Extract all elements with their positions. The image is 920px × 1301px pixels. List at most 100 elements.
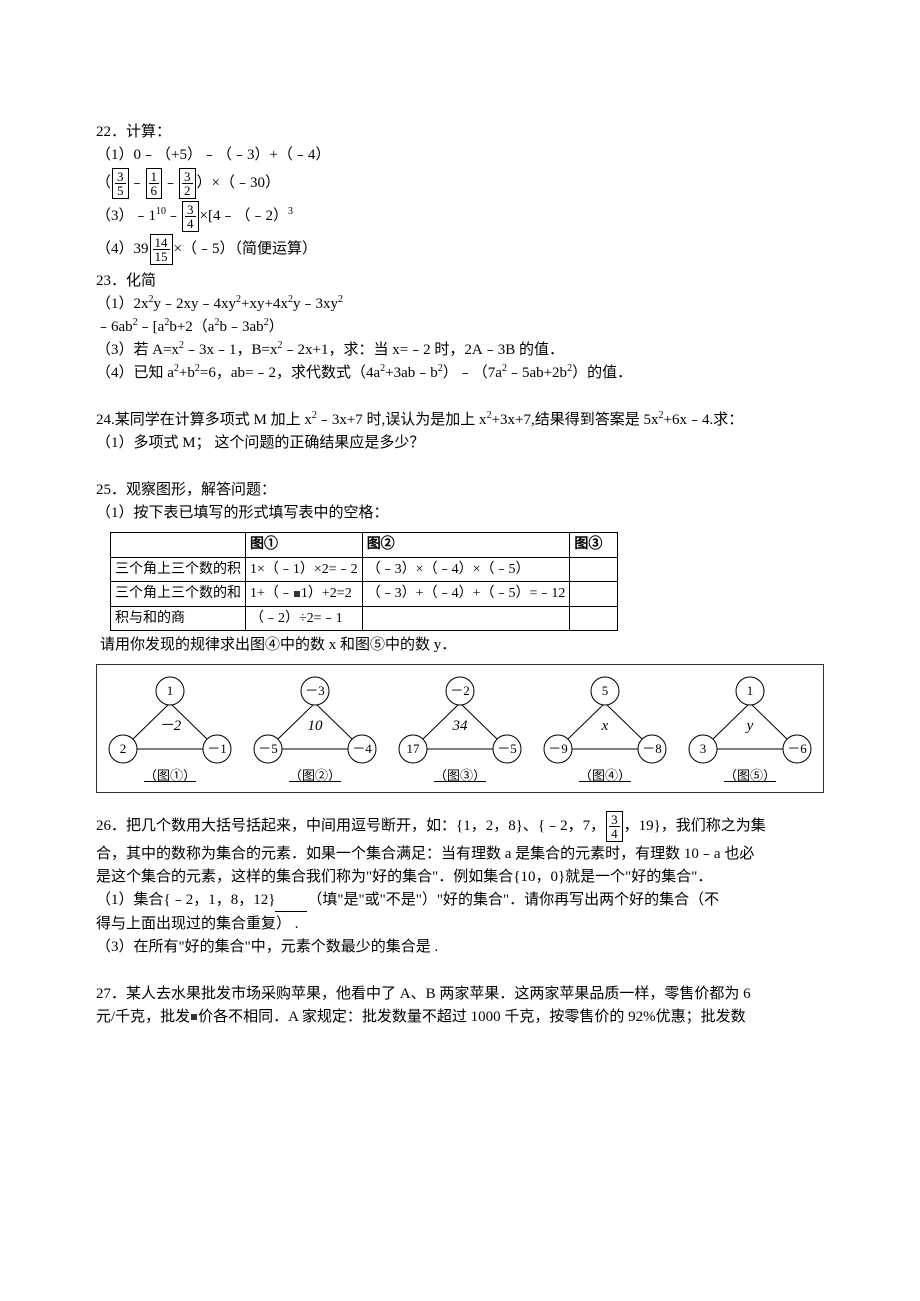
svg-text:y: y xyxy=(745,718,754,734)
svg-text:17: 17 xyxy=(407,741,421,756)
spacer xyxy=(96,390,824,408)
q22-p2-prefix: （ xyxy=(96,175,111,191)
r1c0: 三个角上三个数的积 xyxy=(111,557,246,582)
svg-text:－6: －6 xyxy=(787,741,807,756)
svg-text:－2: －2 xyxy=(450,683,470,698)
q25-table: 图① 图② 图③ 三个角上三个数的积 1×（﹣1）×2=﹣2 （﹣3）×（﹣4）… xyxy=(110,532,618,631)
q22-p2-mid2: ﹣ xyxy=(163,175,178,191)
th-blank xyxy=(111,533,246,558)
q25-sub2: 请用你发现的规律求出图④中的数 x 和图⑤中的数 y． xyxy=(96,635,824,656)
q25-figs-row: 1 2 －1 －2 （图①） －3 －5 －4 10 （图②） －2 17 －5… xyxy=(105,675,815,785)
q23-p4: （4）已知 a2+b2=6，ab=﹣2，求代数式（4a2+3ab﹣b2）﹣（7a… xyxy=(96,363,824,384)
frac-3-2: 32 xyxy=(179,168,196,199)
q26: 26．把几个数用大括号括起来，中间用逗号断开，如：{1，2，8}、{﹣2，7，3… xyxy=(96,811,824,958)
q24: 24.某同学在计算多项式 M 加上 x2﹣3x+7 时,误认为是加上 x2+3x… xyxy=(96,410,824,454)
svg-text:－5: －5 xyxy=(497,741,517,756)
q22-title: 22．计算： xyxy=(96,122,824,143)
r2c2: （﹣3）+（﹣4）+（﹣5）=﹣12 xyxy=(362,582,570,607)
q26-l3: 是这个集合的元素，这样的集合我们称为"好的集合"．例如集合{10，0}就是一个"… xyxy=(96,867,824,888)
svg-text:－5: －5 xyxy=(258,741,278,756)
svg-text:1: 1 xyxy=(747,683,754,698)
q25-title: 25．观察图形，解答问题： xyxy=(96,480,824,501)
r1c3 xyxy=(570,557,618,582)
q22-p3-after: ×[4﹣（﹣2） xyxy=(200,208,288,224)
triangle-fig: 5 －9 －8 x （图④） xyxy=(540,675,670,785)
svg-text:10: 10 xyxy=(308,718,324,734)
th-fig2: 图② xyxy=(362,533,570,558)
spacer xyxy=(96,964,824,982)
svg-text:－9: －9 xyxy=(548,741,568,756)
svg-text:－1: －1 xyxy=(207,741,227,756)
r1c2: （﹣3）×（﹣4）×（﹣5） xyxy=(362,557,570,582)
q22-p1: （1）0﹣（+5）﹣（﹣3）+（﹣4） xyxy=(96,145,824,166)
svg-text:5: 5 xyxy=(602,683,609,698)
frac-3-4: 34 xyxy=(182,201,199,232)
r3c1: （﹣2）÷2=﹣1 xyxy=(246,606,363,631)
r3c3 xyxy=(570,606,618,631)
triangle-fig: 1 2 －1 －2 （图①） xyxy=(105,675,235,785)
table-row: 三个角上三个数的积 1×（﹣1）×2=﹣2 （﹣3）×（﹣4）×（﹣5） xyxy=(111,557,618,582)
q23: 23．化简 （1）2x2y﹣2xy﹣4xy2+xy+4x2y﹣3xy2 ﹣6ab… xyxy=(96,271,824,384)
fig-label: （图②） xyxy=(250,767,380,785)
r3c2 xyxy=(362,606,570,631)
triangle-fig: －2 17 －5 34 （图③） xyxy=(395,675,525,785)
r2c1: 1+（﹣1）+2=2 xyxy=(246,582,363,607)
svg-text:－3: －3 xyxy=(305,683,325,698)
q22: 22．计算： （1）0﹣（+5）﹣（﹣3）+（﹣4） （35﹣16﹣32）×（﹣… xyxy=(96,122,824,265)
q25: 25．观察图形，解答问题： （1）按下表已填写的形式填写表中的空格： 图① 图②… xyxy=(96,480,824,793)
r2c0: 三个角上三个数的和 xyxy=(111,582,246,607)
q26-l4: （1）集合{﹣2，1，8，12} （填"是"或"不是"）"好的集合"．请你再写出… xyxy=(96,890,824,912)
q25-figs-wrap: 1 2 －1 －2 （图①） －3 －5 －4 10 （图②） －2 17 －5… xyxy=(96,664,824,792)
frac-3-5: 35 xyxy=(112,168,129,199)
svg-text:34: 34 xyxy=(452,718,469,734)
blank-underline xyxy=(275,890,307,912)
q23-title: 23．化简 xyxy=(96,271,824,292)
table-row: 三个角上三个数的和 1+（﹣1）+2=2 （﹣3）+（﹣4）+（﹣5）=﹣12 xyxy=(111,582,618,607)
q27: 27．某人去水果批发市场采购苹果，他看中了 A、B 两家苹果．这两家苹果品质一样… xyxy=(96,984,824,1028)
q23-p3: （3）若 A=x2﹣3x﹣1，B=x2﹣2x+1，求：当 x=﹣2 时，2A﹣3… xyxy=(96,340,824,361)
q25-sub1: （1）按下表已填写的形式填写表中的空格： xyxy=(96,503,824,524)
q22-p2-mid1: ﹣ xyxy=(130,175,145,191)
fig-label: （图⑤） xyxy=(685,767,815,785)
q22-p3-mid: ﹣ xyxy=(166,208,181,224)
square-icon xyxy=(294,591,300,597)
q26-l1: 26．把几个数用大括号括起来，中间用逗号断开，如：{1，2，8}、{﹣2，7，3… xyxy=(96,811,824,842)
q22-p3-prefix: （3）﹣1 xyxy=(96,208,156,224)
q22-p3: （3）﹣110﹣34×[4﹣（﹣2）3 xyxy=(96,201,824,232)
spacer xyxy=(96,460,824,478)
exp-3: 3 xyxy=(288,206,293,217)
q24-l2: （1）多项式 M； 这个问题的正确结果应是多少？ xyxy=(96,433,824,454)
q24-l1: 24.某同学在计算多项式 M 加上 x2﹣3x+7 时,误认为是加上 x2+3x… xyxy=(96,410,824,431)
q27-l1: 27．某人去水果批发市场采购苹果，他看中了 A、B 两家苹果．这两家苹果品质一样… xyxy=(96,984,824,1005)
q23-p1: （1）2x2y﹣2xy﹣4xy2+xy+4x2y﹣3xy2 xyxy=(96,294,824,315)
triangle-fig: －3 －5 －4 10 （图②） xyxy=(250,675,380,785)
q26-l5: 得与上面出现过的集合重复） . xyxy=(96,914,824,935)
q22-p4: （4）391415×（﹣5）（简便运算） xyxy=(96,234,824,265)
svg-text:x: x xyxy=(601,718,609,734)
q26-l6: （3）在所有"好的集合"中，元素个数最少的集合是 . xyxy=(96,937,824,958)
svg-text:－4: －4 xyxy=(352,741,372,756)
q22-p4-prefix: （4）39 xyxy=(96,241,149,257)
q22-p2-suffix: ）×（﹣30） xyxy=(197,175,280,191)
q22-p4-suffix: ×（﹣5）（简便运算） xyxy=(174,241,317,257)
svg-text:1: 1 xyxy=(167,683,174,698)
triangle-fig: 1 3 －6 y （图⑤） xyxy=(685,675,815,785)
r3c0: 积与和的商 xyxy=(111,606,246,631)
r2c3 xyxy=(570,582,618,607)
svg-text:3: 3 xyxy=(700,741,707,756)
th-fig1: 图① xyxy=(246,533,363,558)
exp-10: 10 xyxy=(156,206,166,217)
svg-text:－8: －8 xyxy=(642,741,662,756)
r1c1: 1×（﹣1）×2=﹣2 xyxy=(246,557,363,582)
th-fig3: 图③ xyxy=(570,533,618,558)
svg-text:－2: －2 xyxy=(159,718,182,734)
frac-1-6: 16 xyxy=(146,168,163,199)
square-icon xyxy=(191,1014,197,1020)
fig-label: （图①） xyxy=(105,767,235,785)
table-row: 积与和的商 （﹣2）÷2=﹣1 xyxy=(111,606,618,631)
q23-p2: ﹣6ab2﹣[a2b+2（a2b﹣3ab2） xyxy=(96,317,824,338)
table-header-row: 图① 图② 图③ xyxy=(111,533,618,558)
fig-label: （图③） xyxy=(395,767,525,785)
page: 22．计算： （1）0﹣（+5）﹣（﹣3）+（﹣4） （35﹣16﹣32）×（﹣… xyxy=(0,0,920,1094)
frac-14-15: 1415 xyxy=(150,234,173,265)
